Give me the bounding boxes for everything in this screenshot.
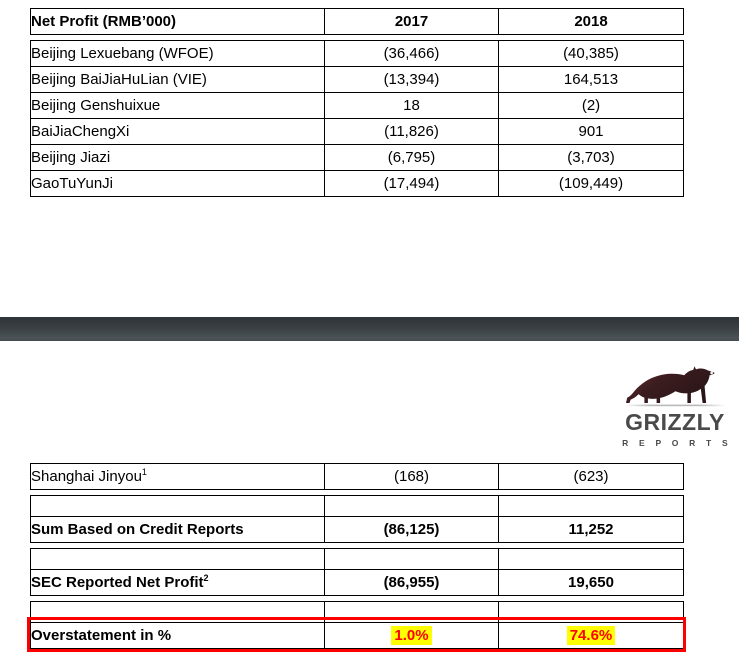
spacer-row [30, 495, 684, 517]
row-label: Beijing BaiJiaHuLian (VIE) [30, 66, 325, 93]
footnote-strip-clipped [30, 651, 730, 655]
overstatement-value-2018: 74.6% [566, 626, 616, 645]
table-row: Beijing BaiJiaHuLian (VIE) (13,394) 164,… [30, 66, 684, 93]
row-value-2017: (13,394) [324, 66, 499, 93]
row-label: Beijing Jiazi [30, 144, 325, 171]
row-underline [30, 542, 684, 549]
row-value-2018: 164,513 [498, 66, 684, 93]
row-value-2018: (109,449) [498, 170, 684, 197]
overstatement-value-2017: 1.0% [391, 626, 432, 645]
table-header-row: Net Profit (RMB’000) 2017 2018 [30, 8, 684, 35]
row-value-2017: (86,955) [324, 569, 499, 596]
row-label: Beijing Lexuebang (WFOE) [30, 40, 325, 67]
spacer-cell [324, 601, 499, 623]
spacer-cell [498, 495, 684, 517]
row-label: Beijing Genshuixue [30, 92, 325, 119]
header-cell-2018: 2018 [498, 8, 684, 35]
table-row: SEC Reported Net Profit2 (86,955) 19,650 [30, 569, 684, 596]
row-underline [30, 595, 684, 602]
table-row: Beijing Genshuixue 18 (2) [30, 92, 684, 119]
bear-icon [616, 362, 734, 410]
spacer-row [30, 548, 684, 570]
row-label: GaoTuYunJi [30, 170, 325, 197]
net-profit-table: Net Profit (RMB’000) 2017 2018 Beijing L… [30, 8, 684, 197]
row-value-2017: (6,795) [324, 144, 499, 171]
row-value-2018: 74.6% [498, 622, 684, 649]
row-value-2018: 11,252 [498, 516, 684, 543]
row-label-shanghai-jinyou: Shanghai Jinyou1 [30, 463, 325, 490]
spacer-cell [324, 548, 499, 570]
rule-orange-2017 [324, 595, 499, 602]
rule-blue [30, 542, 325, 549]
row-value-2017: (86,125) [324, 516, 499, 543]
row-value-2018: 901 [498, 118, 684, 145]
spacer-cell [30, 495, 325, 517]
row-value-2018: 19,650 [498, 569, 684, 596]
table-row-overstatement: Overstatement in % 1.0% 74.6% [30, 622, 684, 649]
section-divider-band [0, 317, 739, 341]
footnote-marker: 1 [141, 467, 147, 477]
footnote-marker: 2 [203, 573, 209, 583]
table-row: Beijing Jiazi (6,795) (3,703) [30, 144, 684, 171]
table-row: Shanghai Jinyou1 (168) (623) [30, 463, 684, 490]
row-value-2017: (168) [324, 463, 499, 490]
logo-subtitle: R E P O R T S [622, 438, 732, 448]
table-row: BaiJiaChengXi (11,826) 901 [30, 118, 684, 145]
row-value-2018: (2) [498, 92, 684, 119]
row-value-2017: 18 [324, 92, 499, 119]
rule-orange-2017 [324, 489, 499, 496]
table-row: Sum Based on Credit Reports (86,125) 11,… [30, 516, 684, 543]
header-rule-orange-2017 [324, 34, 499, 41]
header-underline-row [30, 34, 684, 41]
spacer-row [30, 601, 684, 623]
row-label-text: SEC Reported Net Profit [31, 574, 204, 591]
rule-orange-2018 [498, 595, 684, 602]
header-cell-2017: 2017 [324, 8, 499, 35]
row-value-2018: (40,385) [498, 40, 684, 67]
header-rule-orange-2018 [498, 34, 684, 41]
table-row: GaoTuYunJi (17,494) (109,449) [30, 170, 684, 197]
row-label-sec-reported-net-profit: SEC Reported Net Profit2 [30, 569, 325, 596]
row-value-2017: 1.0% [324, 622, 499, 649]
header-rule-blue [30, 34, 325, 41]
spacer-cell [324, 495, 499, 517]
row-label-sum-credit-reports: Sum Based on Credit Reports [30, 516, 325, 543]
row-value-2017: (11,826) [324, 118, 499, 145]
spacer-cell [30, 601, 325, 623]
rule-blue [30, 489, 325, 496]
grizzly-reports-logo: GRIZZLY R E P O R T S [616, 362, 734, 448]
spacer-cell [30, 548, 325, 570]
logo-wordmark: GRIZZLY [625, 409, 725, 435]
row-value-2017: (17,494) [324, 170, 499, 197]
row-value-2017: (36,466) [324, 40, 499, 67]
row-value-2018: (623) [498, 463, 684, 490]
spacer-cell [498, 548, 684, 570]
rule-orange-2017 [324, 542, 499, 549]
rule-orange-2018 [498, 542, 684, 549]
table-row: Beijing Lexuebang (WFOE) (36,466) (40,38… [30, 40, 684, 67]
row-label: BaiJiaChengXi [30, 118, 325, 145]
spacer-cell [498, 601, 684, 623]
overstatement-summary-table: Shanghai Jinyou1 (168) (623) Sum Based o… [30, 463, 684, 654]
row-value-2018: (3,703) [498, 144, 684, 171]
header-cell-label: Net Profit (RMB’000) [30, 8, 325, 35]
rule-blue [30, 595, 325, 602]
row-label-text: Shanghai Jinyou [31, 468, 142, 485]
row-underline [30, 489, 684, 496]
rule-orange-2018 [498, 489, 684, 496]
row-label-overstatement: Overstatement in % [30, 622, 325, 649]
